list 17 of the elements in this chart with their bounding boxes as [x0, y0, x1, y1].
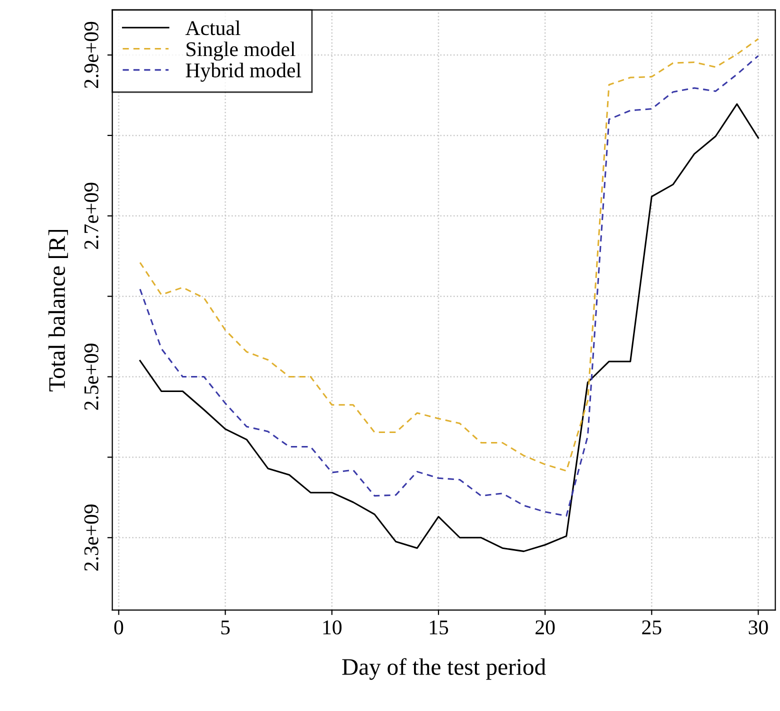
- x-tick-label: 0: [114, 620, 124, 634]
- x-tick-label: 30: [748, 620, 768, 634]
- x-tick-label: 10: [323, 620, 342, 634]
- y-axis-title: Total balance [R]: [48, 230, 68, 392]
- x-tick-label: 15: [430, 620, 448, 634]
- y-tick-label: 2.5e+09: [84, 344, 98, 410]
- y-tick-label: 2.7e+09: [84, 182, 98, 249]
- y-tick-label: 2.9e+09: [84, 22, 98, 88]
- line-series: [139, 103, 760, 552]
- y-tick-label: 2.3e+09: [84, 504, 98, 571]
- legend-label: Actual: [185, 20, 240, 36]
- x-tick-label: 25: [642, 620, 662, 634]
- x-axis-title: Day of the test period: [342, 658, 546, 680]
- x-tick-label: 5: [221, 620, 230, 634]
- x-tick-label: 20: [536, 620, 555, 634]
- legend-label: Single model: [186, 42, 296, 61]
- legend-label: Hybrid model: [186, 62, 302, 82]
